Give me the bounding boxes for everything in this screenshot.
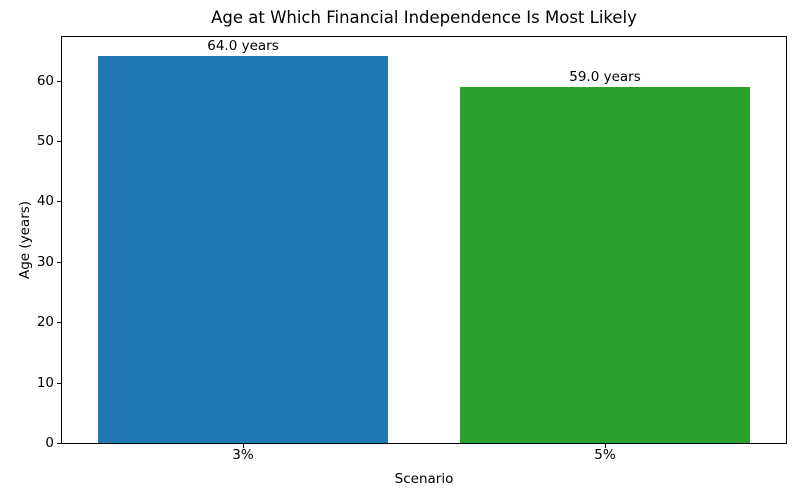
- y-tick-label: 40: [36, 193, 54, 209]
- bar: [98, 56, 388, 443]
- y-tick-label: 50: [36, 133, 54, 149]
- y-tick-mark: [57, 262, 61, 263]
- y-tick-mark: [57, 201, 61, 202]
- x-tick-mark: [243, 444, 244, 448]
- bar-value-label: 64.0 years: [207, 38, 279, 54]
- x-tick-mark: [605, 444, 606, 448]
- y-tick-label: 30: [36, 254, 54, 270]
- y-tick-mark: [57, 81, 61, 82]
- y-tick-mark: [57, 443, 61, 444]
- y-tick-label: 10: [36, 375, 54, 391]
- y-tick-mark: [57, 322, 61, 323]
- y-tick-mark: [57, 383, 61, 384]
- x-axis-label: Scenario: [394, 471, 454, 487]
- plot-area: [61, 36, 787, 444]
- x-tick-label: 3%: [232, 447, 254, 463]
- y-tick-label: 60: [36, 73, 54, 89]
- y-tick-label: 0: [45, 435, 54, 451]
- y-tick-mark: [57, 141, 61, 142]
- x-tick-label: 5%: [594, 447, 616, 463]
- bar-value-label: 59.0 years: [569, 69, 641, 85]
- bar: [460, 87, 750, 443]
- chart-title: Age at Which Financial Independence Is M…: [211, 8, 637, 27]
- y-tick-label: 20: [36, 314, 54, 330]
